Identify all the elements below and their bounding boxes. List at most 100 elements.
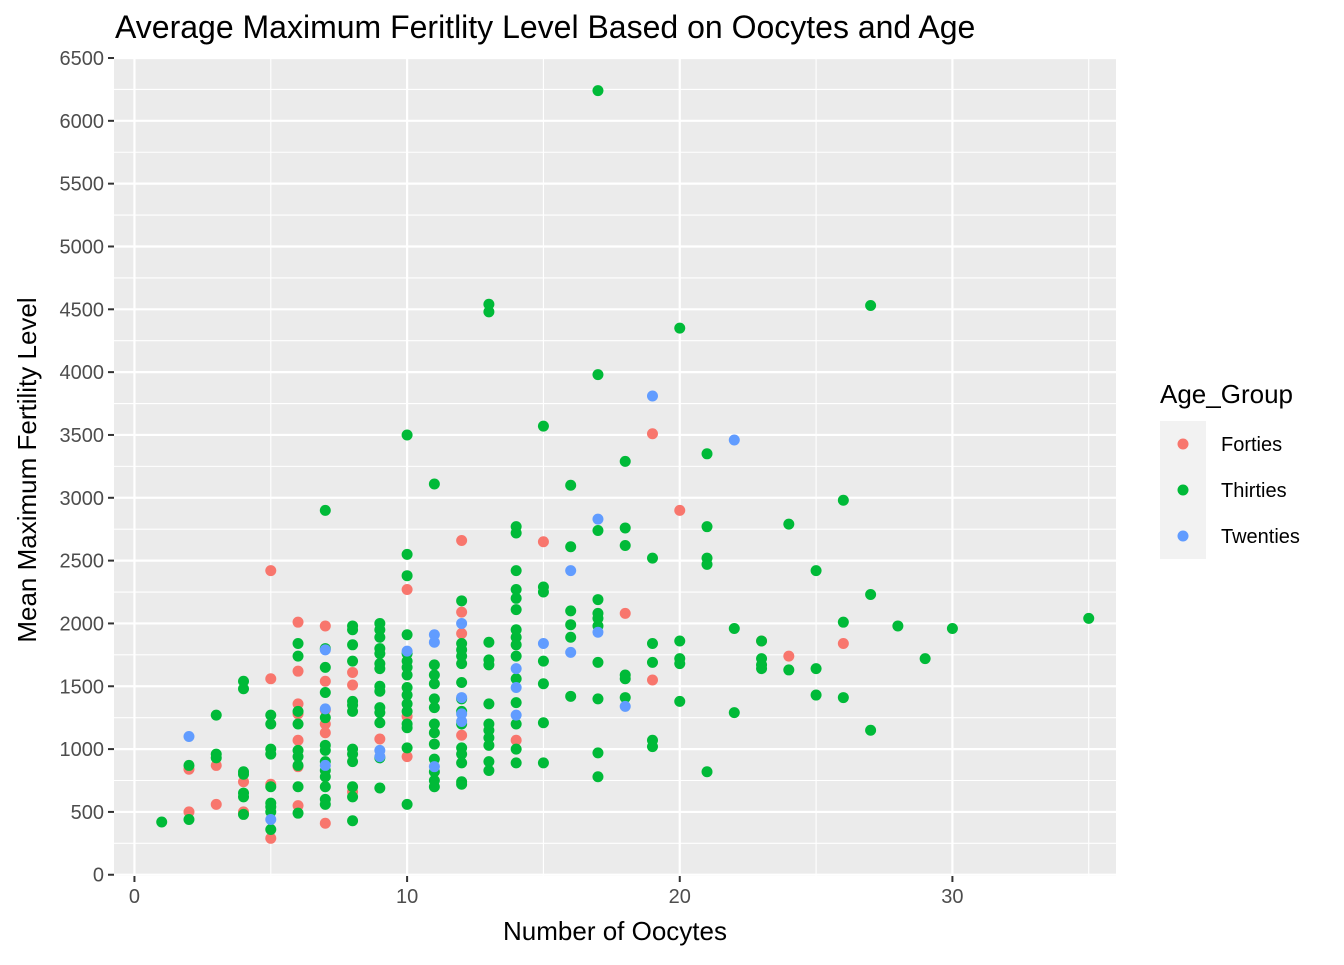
data-point — [319, 620, 331, 632]
data-point — [483, 756, 495, 768]
data-point — [428, 753, 440, 765]
data-point — [456, 748, 468, 760]
data-point — [756, 663, 768, 675]
data-point — [401, 645, 413, 657]
data-point — [319, 703, 331, 715]
data-point — [646, 552, 658, 564]
data-point — [510, 697, 522, 709]
data-point — [510, 650, 522, 662]
data-point — [319, 759, 331, 771]
data-point — [510, 682, 522, 694]
data-point — [347, 624, 359, 636]
data-point — [456, 606, 468, 618]
data-point — [592, 656, 604, 668]
data-point — [483, 739, 495, 751]
data-point — [1083, 612, 1095, 624]
data-point — [537, 655, 549, 667]
data-point — [238, 791, 250, 803]
data-point — [401, 669, 413, 681]
data-point — [510, 584, 522, 596]
data-point — [619, 692, 631, 704]
data-point — [401, 742, 413, 754]
y-tick-label: 3500 — [60, 425, 105, 447]
data-point — [728, 622, 740, 634]
x-tick-label: 0 — [129, 886, 140, 908]
data-point — [456, 708, 468, 720]
data-point — [374, 631, 386, 643]
data-point — [565, 605, 577, 617]
data-point — [646, 638, 658, 650]
data-point — [210, 798, 222, 810]
data-point — [292, 807, 304, 819]
data-point — [728, 707, 740, 719]
data-point — [401, 429, 413, 441]
y-tick-label: 4500 — [60, 299, 105, 321]
series-twenties — [183, 390, 740, 825]
data-point — [428, 727, 440, 739]
data-point — [238, 768, 250, 780]
legend-key-thirties — [1177, 484, 1189, 496]
data-point — [456, 757, 468, 769]
legend-label-thirties: Thirties — [1221, 480, 1287, 502]
data-point — [646, 674, 658, 686]
data-point — [537, 536, 549, 548]
data-point — [401, 570, 413, 582]
y-tick-label: 5000 — [60, 236, 105, 258]
data-point — [537, 717, 549, 729]
data-point — [483, 732, 495, 744]
data-point — [292, 781, 304, 793]
data-point — [428, 678, 440, 690]
data-point — [347, 679, 359, 691]
data-point — [537, 757, 549, 769]
data-point — [374, 685, 386, 697]
y-tick-label: 4000 — [60, 362, 105, 384]
data-point — [456, 627, 468, 639]
data-point — [510, 565, 522, 577]
legend-key-twenties — [1177, 530, 1189, 542]
grid-lines — [114, 56, 1116, 876]
data-point — [510, 718, 522, 730]
data-point — [456, 729, 468, 741]
data-point — [428, 738, 440, 750]
data-point — [401, 698, 413, 710]
legend-title: Age_Group — [1160, 379, 1293, 409]
data-point — [238, 683, 250, 695]
data-point — [892, 620, 904, 632]
data-point — [510, 604, 522, 616]
data-point — [156, 816, 168, 828]
data-point — [537, 638, 549, 650]
data-point — [428, 702, 440, 714]
data-point — [265, 709, 277, 721]
data-point — [238, 675, 250, 687]
data-point — [456, 676, 468, 688]
data-point — [374, 663, 386, 675]
data-point — [537, 586, 549, 598]
data-point — [592, 513, 604, 525]
data-point — [510, 592, 522, 604]
data-point — [565, 565, 577, 577]
data-point — [456, 617, 468, 629]
data-point — [783, 518, 795, 530]
data-point — [401, 705, 413, 717]
data-point — [401, 661, 413, 673]
data-point — [265, 673, 277, 685]
data-point — [265, 748, 277, 760]
data-point — [319, 771, 331, 783]
y-tick-label: 1000 — [60, 739, 105, 761]
legend-key-forties — [1177, 438, 1189, 450]
data-point — [592, 85, 604, 97]
data-point — [428, 761, 440, 773]
data-point — [510, 757, 522, 769]
y-tick-label: 2000 — [60, 613, 105, 635]
legend-entries: Forties Thirties Twenties — [1177, 434, 1300, 548]
y-tick-label: 1500 — [60, 676, 105, 698]
data-point — [592, 594, 604, 606]
data-point — [674, 322, 686, 334]
data-point — [347, 639, 359, 651]
data-point — [837, 494, 849, 506]
data-point — [837, 616, 849, 628]
x-tick-label: 20 — [669, 886, 691, 908]
data-point — [319, 661, 331, 673]
data-point — [401, 584, 413, 596]
data-point — [483, 636, 495, 648]
